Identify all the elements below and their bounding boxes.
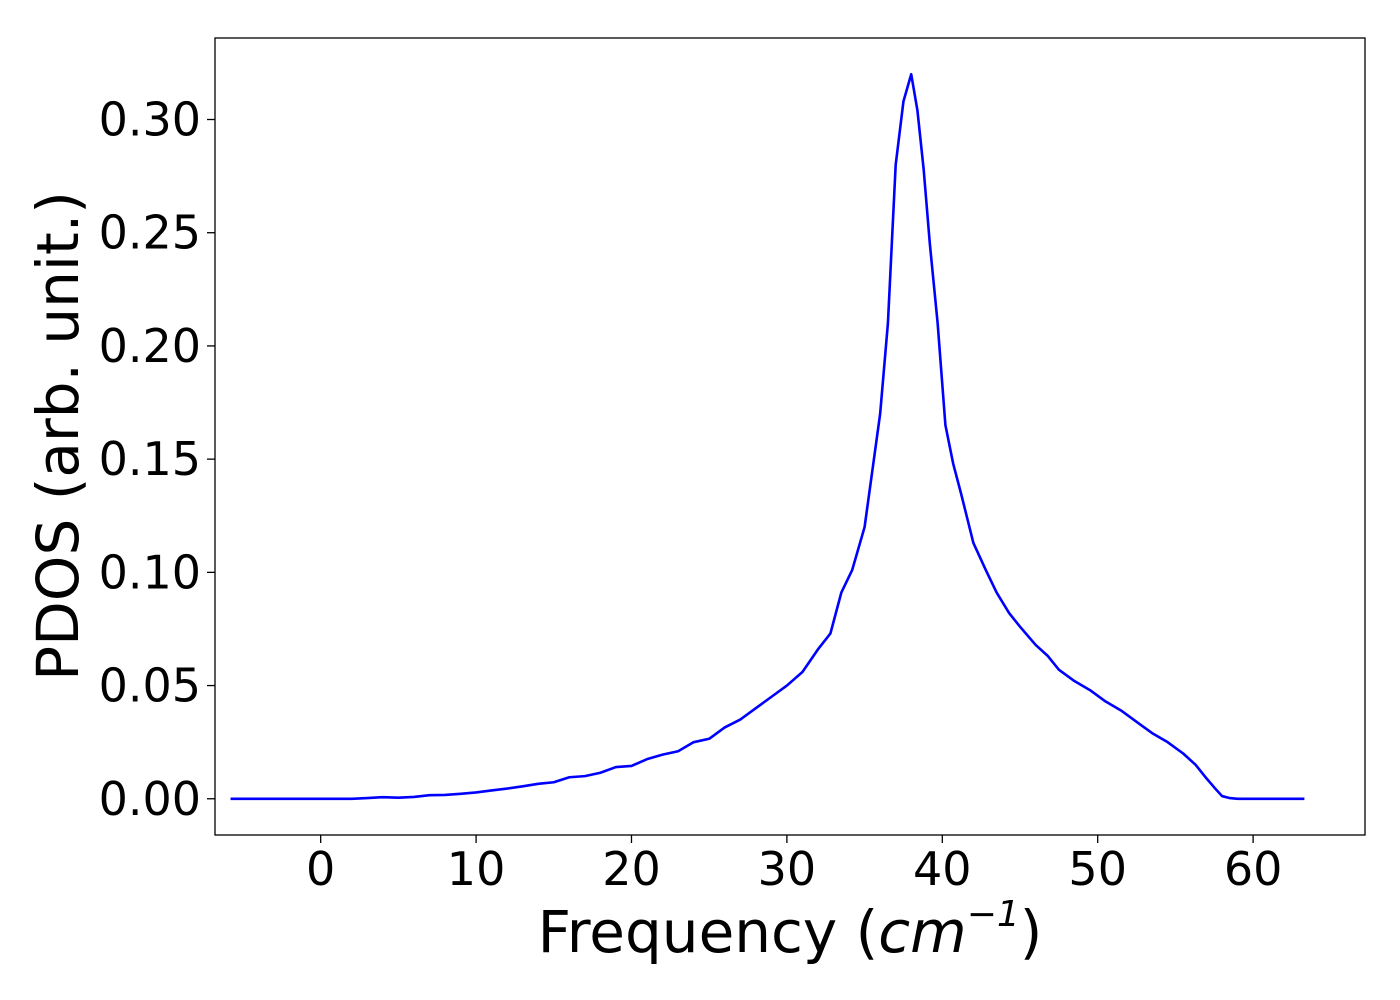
- pdos-series-line-0: [230, 72, 1305, 801]
- x-tick-label: 10: [447, 842, 506, 896]
- x-axis-label-exponent: −1: [967, 894, 1020, 935]
- x-tick-label: 0: [306, 842, 335, 896]
- y-tick-label: 0.25: [99, 206, 201, 260]
- x-axis-label-close: ): [1020, 898, 1043, 966]
- x-tick-label: 50: [1068, 842, 1127, 896]
- y-tick-label: 0.30: [99, 93, 201, 147]
- x-axis-label-main: Frequency (: [538, 898, 879, 966]
- x-axis-ticks: 0 10 20 30 40 50 60: [306, 835, 1282, 896]
- x-tick-label: 20: [602, 842, 661, 896]
- x-tick-label: 40: [913, 842, 972, 896]
- plot-frame: [214, 37, 1366, 836]
- x-tick-label: 60: [1224, 842, 1283, 896]
- y-tick-label: 0.00: [99, 772, 201, 826]
- y-tick-label: 0.10: [99, 545, 201, 599]
- y-axis-ticks: 0.00 0.05 0.10 0.15 0.20 0.25 0.30: [99, 93, 215, 826]
- plot-area: [230, 72, 1305, 801]
- y-tick-label: 0.15: [99, 432, 201, 486]
- y-tick-label: 0.20: [99, 319, 201, 373]
- x-tick-label: 30: [758, 842, 817, 896]
- y-tick-label: 0.05: [99, 659, 201, 713]
- y-axis-label: PDOS (arb. unit.): [24, 191, 92, 681]
- x-axis-label-unit: cm: [878, 898, 966, 966]
- x-axis-label: Frequency (cm−1): [538, 894, 1043, 966]
